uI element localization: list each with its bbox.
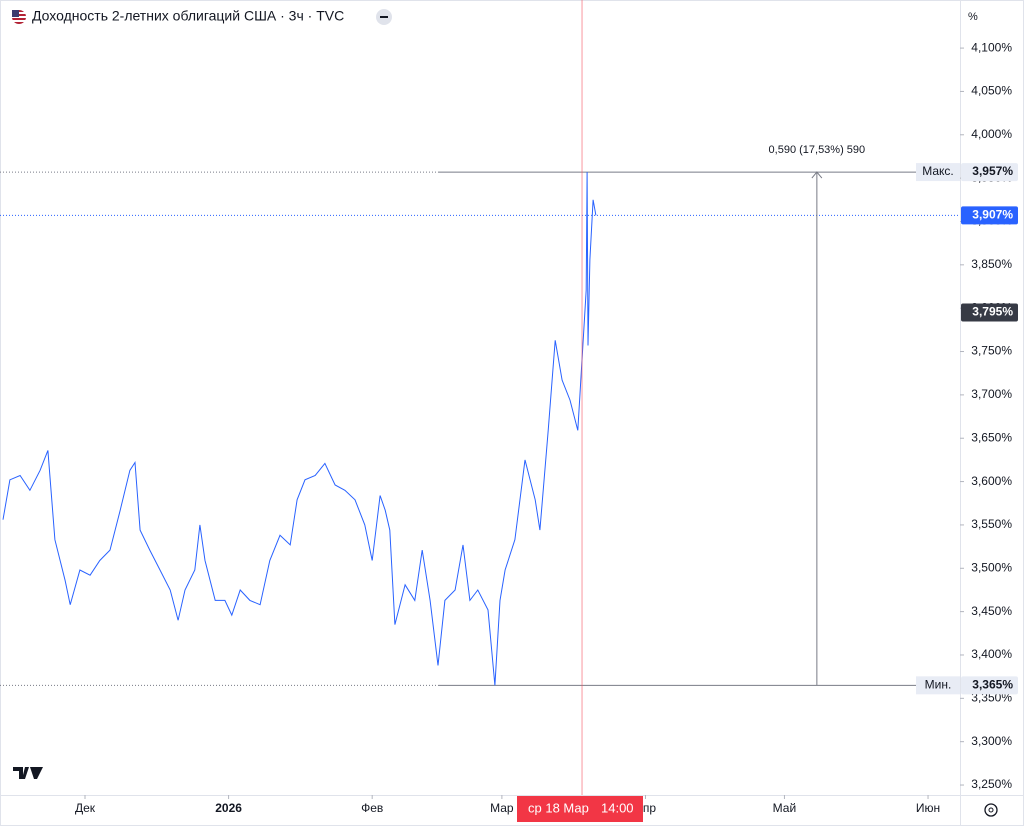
y-tick-label: 3,650% xyxy=(971,430,1012,444)
crosshair-time-box xyxy=(517,796,643,822)
y-tick-label: 3,250% xyxy=(971,777,1012,791)
price-label-box xyxy=(961,303,1018,322)
price-label: 3,795% xyxy=(972,305,1013,319)
x-tick-label: Май xyxy=(773,801,797,815)
y-unit: % xyxy=(968,11,978,23)
y-tick-label: 4,100% xyxy=(971,40,1012,54)
crosshair-date: ср 18 Мар xyxy=(528,800,589,815)
price-line xyxy=(2,172,597,686)
x-tick-label: Июн xyxy=(916,801,940,815)
price-label: 3,957% xyxy=(972,164,1013,178)
price-label-box xyxy=(961,206,1018,225)
x-tick-label: 2026 xyxy=(215,801,242,815)
y-tick-label: 3,600% xyxy=(971,474,1012,488)
chart-title: Доходность 2-летних облигаций США · 3ч ·… xyxy=(32,8,344,24)
price-label-box xyxy=(961,676,1018,695)
marker-name-box xyxy=(916,676,960,695)
arrow-head xyxy=(811,171,823,179)
y-tick-label: 4,000% xyxy=(971,127,1012,141)
menu-button[interactable] xyxy=(376,9,392,25)
y-tick-label: 3,300% xyxy=(971,734,1012,748)
y-tick-label: 3,500% xyxy=(971,560,1012,574)
price-label: 3,365% xyxy=(972,677,1013,691)
flag-icon xyxy=(12,10,26,24)
tv-logo xyxy=(13,767,43,779)
y-tick-label: 3,450% xyxy=(971,604,1012,618)
settings-icon[interactable] xyxy=(984,803,998,817)
marker-name: Мин. xyxy=(925,677,952,691)
price-label: 3,907% xyxy=(972,208,1013,222)
y-tick-label: 4,050% xyxy=(971,84,1012,98)
y-tick-label: 3,700% xyxy=(971,387,1012,401)
marker-name-box xyxy=(916,163,960,182)
x-tick-label: Фев xyxy=(361,801,383,815)
marker-name: Макс. xyxy=(922,164,954,178)
y-tick-label: 3,750% xyxy=(971,344,1012,358)
x-tick-label: Мар xyxy=(490,801,514,815)
y-tick-label: 3,850% xyxy=(971,257,1012,271)
y-tick-label: 3,550% xyxy=(971,517,1012,531)
y-tick-label: 3,400% xyxy=(971,647,1012,661)
x-tick-label: Дек xyxy=(75,801,96,815)
measure-label: 0,590 (17,53%) 590 xyxy=(769,144,866,156)
price-label-box xyxy=(961,163,1018,182)
crosshair-time: 14:00 xyxy=(601,800,634,815)
